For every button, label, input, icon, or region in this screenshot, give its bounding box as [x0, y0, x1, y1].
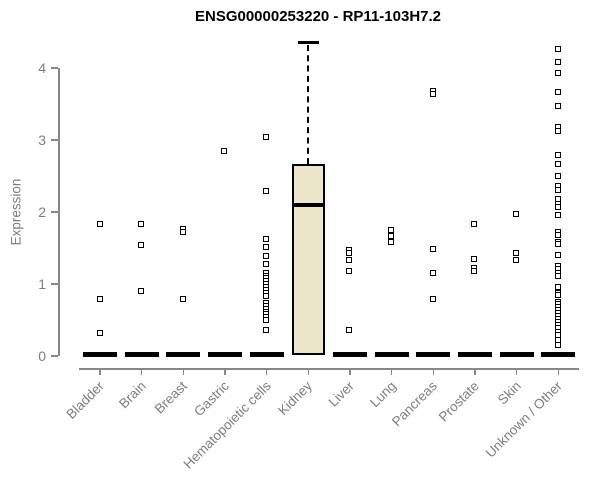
data-point: [388, 239, 395, 246]
data-point: [263, 187, 270, 194]
data-point: [554, 45, 561, 52]
data-point: [554, 102, 561, 109]
data-point: [179, 228, 186, 235]
x-axis-tick: [99, 368, 101, 375]
data-point: [554, 127, 561, 134]
zero-bar: [249, 351, 284, 357]
data-point: [96, 220, 103, 227]
data-point: [138, 220, 145, 227]
zero-bar: [541, 351, 576, 357]
y-tick-label: 1: [38, 276, 46, 292]
y-axis-tick: [51, 67, 58, 69]
x-axis-tick: [515, 368, 518, 375]
data-point: [263, 243, 270, 250]
data-point: [429, 296, 436, 303]
data-point: [513, 257, 520, 264]
x-axis-tick: [349, 368, 351, 375]
data-point: [138, 287, 145, 294]
data-point: [388, 226, 395, 233]
zero-bar: [124, 351, 159, 357]
zero-bar: [374, 351, 409, 357]
y-axis-tick: [51, 283, 58, 285]
data-point: [263, 317, 270, 324]
data-point: [221, 148, 228, 155]
x-axis-tick: [182, 368, 185, 375]
x-axis-line: [79, 368, 580, 370]
zero-bar: [499, 351, 534, 357]
data-point: [388, 232, 395, 239]
y-tick-label: 0: [38, 348, 46, 364]
zero-bar: [207, 351, 242, 357]
data-point: [179, 295, 186, 302]
x-axis-tick: [307, 368, 310, 375]
y-tick-label: 4: [38, 60, 46, 76]
data-point: [263, 235, 270, 242]
data-point: [554, 231, 561, 238]
zero-bar: [416, 351, 451, 357]
data-point: [554, 172, 561, 179]
zero-bar: [332, 351, 367, 357]
data-point: [554, 212, 561, 219]
data-point: [554, 240, 561, 247]
x-axis-tick: [557, 368, 560, 375]
data-point: [346, 257, 353, 264]
data-point: [554, 292, 561, 299]
data-point: [513, 210, 520, 217]
data-point: [554, 186, 561, 193]
data-point: [471, 220, 478, 227]
y-tick-label: 2: [38, 204, 46, 220]
box-median-line: [293, 202, 323, 207]
zero-bar: [83, 351, 117, 357]
x-axis-tick: [474, 368, 476, 375]
data-point: [263, 134, 270, 141]
data-point: [346, 250, 353, 257]
data-point: [554, 341, 561, 348]
data-point: [554, 69, 561, 76]
data-point: [471, 256, 478, 263]
zero-bar: [457, 351, 492, 357]
data-point: [554, 252, 561, 259]
x-axis-tick: [224, 368, 226, 375]
data-point: [263, 253, 270, 260]
data-point: [263, 292, 270, 299]
data-point: [429, 269, 436, 276]
x-axis-tick: [390, 368, 393, 375]
data-point: [554, 284, 561, 291]
data-point: [554, 152, 561, 159]
data-point: [554, 88, 561, 95]
x-axis-tick: [265, 368, 268, 375]
data-point: [429, 91, 436, 98]
data-point: [554, 204, 561, 211]
data-point: [429, 245, 436, 252]
x-axis-tick: [140, 368, 143, 375]
data-point: [96, 295, 103, 302]
whisker-line: [307, 45, 310, 164]
data-point: [554, 160, 561, 167]
data-point: [263, 261, 270, 268]
data-point: [96, 330, 103, 337]
data-point: [138, 241, 145, 248]
y-axis-tick: [51, 211, 58, 213]
x-axis-tick: [432, 368, 435, 375]
y-axis-line: [58, 68, 60, 356]
data-point: [554, 58, 561, 65]
whisker-cap: [297, 40, 319, 44]
data-point: [554, 272, 561, 279]
y-tick-label: 3: [38, 132, 46, 148]
box-body: [291, 163, 325, 355]
zero-bar: [166, 351, 201, 357]
data-point: [346, 268, 353, 275]
data-point: [471, 267, 478, 274]
data-point: [513, 249, 520, 256]
y-axis-tick: [51, 139, 58, 141]
data-point: [263, 326, 270, 333]
y-axis-tick: [51, 355, 58, 357]
data-point: [346, 327, 353, 334]
chart-title: ENSG00000253220 - RP11-103H7.2: [194, 8, 442, 25]
